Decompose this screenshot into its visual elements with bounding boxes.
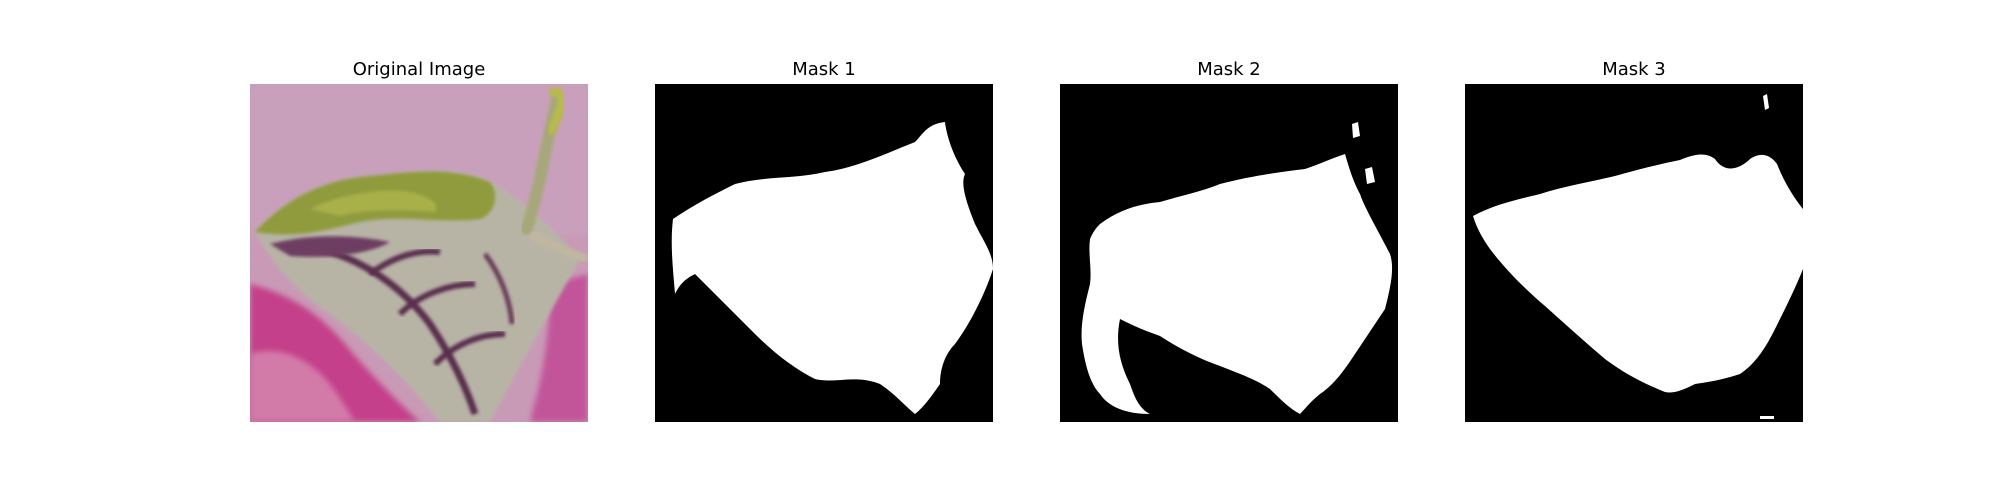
mask-2-image — [1060, 84, 1398, 422]
original-leaf-image — [250, 84, 588, 422]
original-image-title: Original Image — [352, 59, 486, 80]
mask-1-image — [655, 84, 993, 422]
mask-1-title: Mask 1 — [792, 59, 856, 80]
mask-3-title: Mask 3 — [1602, 59, 1666, 80]
mask-3-image — [1465, 84, 1803, 422]
mask-2-title: Mask 2 — [1197, 59, 1261, 80]
